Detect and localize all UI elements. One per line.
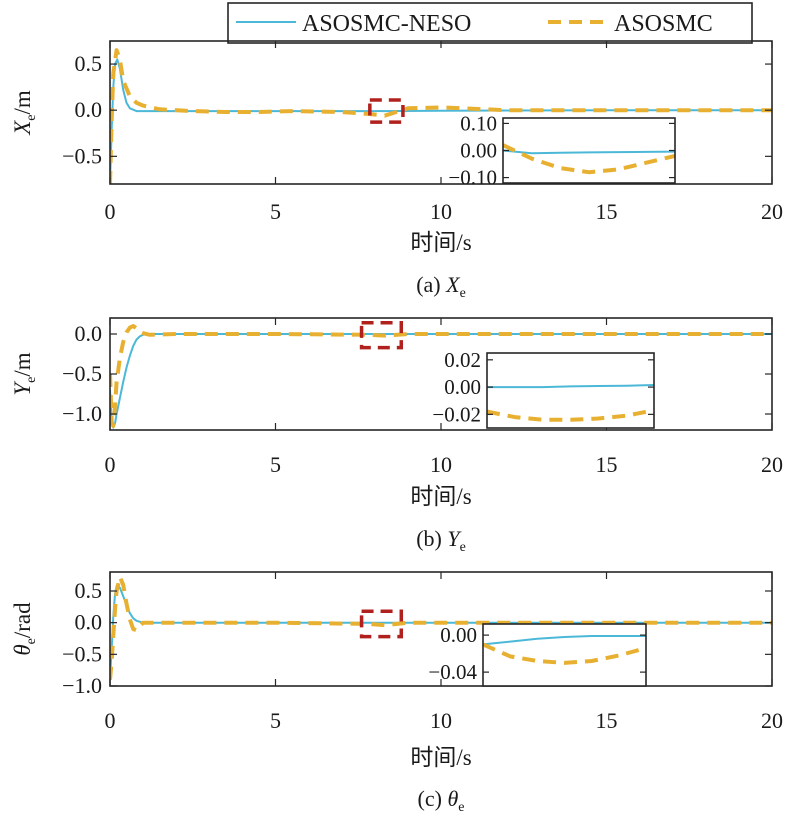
series-line-asosmc xyxy=(110,575,772,680)
y-tick-label: 0.0 xyxy=(75,610,103,635)
inset-series-line-asosmc-neso xyxy=(483,635,646,646)
zoom-region-box xyxy=(368,98,405,124)
y-tick-label: −1.0 xyxy=(62,673,102,698)
y-tick-label: 0.5 xyxy=(75,578,103,603)
panel-caption: (a) Xe xyxy=(416,272,466,301)
x-tick-label: 15 xyxy=(596,452,618,477)
inset-y-tick-label: −0.02 xyxy=(432,402,481,426)
y-axis-subscript: e xyxy=(24,638,39,644)
x-tick-label: 15 xyxy=(596,708,618,733)
y-axis-unit: /m xyxy=(10,90,35,114)
caption-subscript: e xyxy=(458,800,464,815)
x-tick-label: 15 xyxy=(596,199,618,224)
inset-series-line-asosmc xyxy=(483,642,646,665)
x-tick-label: 10 xyxy=(430,452,452,477)
panel-caption: (b) Ye xyxy=(416,526,466,555)
panel-caption: (c) θe xyxy=(418,786,465,815)
inset-y-tick-label: −0.10 xyxy=(448,166,497,190)
inset-series-line-asosmc-neso xyxy=(503,149,675,155)
inset-series-line-asosmc-neso xyxy=(487,384,654,389)
legend-box xyxy=(227,2,753,44)
y-tick-label: −0.5 xyxy=(62,143,102,168)
caption-subscript: e xyxy=(460,286,466,301)
caption-tag: (b) xyxy=(416,526,447,551)
y-tick-label: −0.5 xyxy=(62,361,102,386)
inset-y-tick-label: 0.10 xyxy=(460,111,497,135)
y-axis-symbol: Y xyxy=(10,381,35,396)
series-group xyxy=(110,324,772,429)
y-tick-label: 0.0 xyxy=(75,321,103,346)
x-axis-label: 时间/s xyxy=(410,484,471,509)
x-tick-label: 20 xyxy=(761,708,783,733)
y-axis-symbol: X xyxy=(10,120,35,136)
caption-symbol: θ xyxy=(447,786,458,811)
y-axis-unit: /m xyxy=(10,352,35,376)
y-tick-label: 0.5 xyxy=(75,51,103,76)
x-tick-label: 10 xyxy=(430,708,452,733)
inset-y-tick-label: −0.04 xyxy=(428,660,477,684)
y-tick-label: −1.0 xyxy=(62,401,102,426)
caption-subscript: e xyxy=(460,540,466,555)
caption-tag: (c) xyxy=(418,786,448,811)
x-tick-label: 20 xyxy=(761,452,783,477)
zoom-region-box xyxy=(359,609,404,639)
inset-y-tick-label: 0.00 xyxy=(460,139,497,163)
panel-b: 0 5 10 15 200.0−0.5−1.0时间/sYe/m(b) Ye0.020.0… xyxy=(10,317,783,555)
legend-label-neso: ASOSMC-NESO xyxy=(302,11,471,37)
x-tick-label: 20 xyxy=(761,199,783,224)
legend-label-asosmc: ASOSMC xyxy=(614,11,713,37)
inset-y-tick-label: 0.00 xyxy=(444,375,481,399)
x-tick-label: 0 xyxy=(105,199,116,224)
inset-plot: 0.00 −0.04 xyxy=(428,623,647,687)
y-axis-symbol: θ xyxy=(10,644,35,655)
y-axis-subscript: e xyxy=(24,377,39,383)
inset-y-tick-label: 0.00 xyxy=(440,623,477,647)
inset-series-group xyxy=(503,143,675,175)
panel-a: 0 5 10 15 20 0.5 0.0 −0.5 时间/s Xe/m (a) Xe 0.10 0.00… xyxy=(10,40,783,301)
x-tick-label: 5 xyxy=(270,708,281,733)
inset-frame xyxy=(486,352,655,429)
inset-plot: 0.02 0.00 −0.02 xyxy=(432,348,655,429)
x-tick-label: 0 xyxy=(105,452,116,477)
x-axis-label: 时间/s xyxy=(410,745,471,770)
inset-series-line-asosmc xyxy=(503,143,675,175)
y-axis-unit: /rad xyxy=(10,602,35,638)
x-tick-label: 10 xyxy=(430,199,452,224)
legend: ASOSMC-NESO ASOSMC xyxy=(227,2,753,44)
series-line-asosmc xyxy=(110,324,772,428)
x-tick-label: 5 xyxy=(270,452,281,477)
y-tick-label: 0.0 xyxy=(75,97,103,122)
y-axis-label: Ye/m xyxy=(10,352,39,395)
inset-series-group xyxy=(483,635,646,665)
y-axis-subscript: e xyxy=(24,115,39,121)
inset-frame xyxy=(482,623,647,687)
inset-series-line-asosmc xyxy=(487,408,654,422)
caption-tag: (a) xyxy=(416,272,446,297)
x-tick-label: 0 xyxy=(105,708,116,733)
zoom-region-box xyxy=(359,321,404,350)
series-group xyxy=(110,575,772,680)
y-tick-label: −0.5 xyxy=(62,641,102,666)
inset-y-tick-label: 0.02 xyxy=(444,348,481,372)
series-line-asosmc xyxy=(110,48,772,184)
x-axis-label: 时间/s xyxy=(410,230,471,255)
inset-series-group xyxy=(487,384,654,422)
panel-c: 0 5 10 15 200.50.0−0.5−1.0时间/sθe/rad(c) θe0.… xyxy=(10,571,783,815)
caption-symbol: X xyxy=(445,272,461,297)
x-tick-label: 5 xyxy=(270,199,281,224)
inset-plot: 0.10 0.00 −0.10 xyxy=(448,111,676,190)
y-axis-label: Xe/m xyxy=(10,90,39,136)
caption-symbol: Y xyxy=(447,526,462,551)
y-axis-label: θe/rad xyxy=(10,602,39,656)
